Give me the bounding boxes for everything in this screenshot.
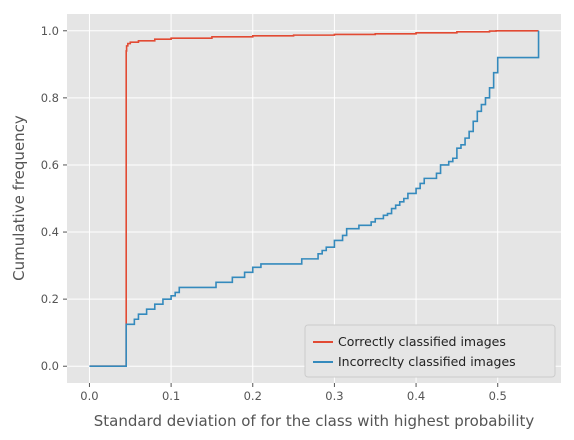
x-tick-label: 0.4 xyxy=(407,389,425,403)
series-lines xyxy=(89,29,540,368)
x-tick-label: 0.2 xyxy=(244,389,262,403)
x-tick-label: 0.3 xyxy=(325,389,343,403)
y-tick-label: 0.0 xyxy=(41,359,59,373)
x-axis-ticks: 0.0 0.1 0.2 0.3 0.4 0.5 xyxy=(80,383,507,403)
x-axis-label: Standard deviation of for the class with… xyxy=(94,412,535,430)
y-tick-label: 1.0 xyxy=(41,24,59,38)
plot-area-background xyxy=(67,14,561,383)
y-axis-ticks: 0.0 0.2 0.4 0.6 0.8 1.0 xyxy=(41,24,67,373)
legend-label-incorrect: Incorreclty classified images xyxy=(338,354,516,369)
y-tick-label: 0.6 xyxy=(41,158,59,172)
grid-lines xyxy=(67,14,561,383)
x-tick-label: 0.1 xyxy=(162,389,180,403)
y-tick-label: 0.2 xyxy=(41,292,59,306)
series-line-incorrect xyxy=(89,30,540,368)
y-axis-label: Cumulative frequency xyxy=(10,115,28,281)
series-line-correct xyxy=(89,29,539,368)
x-tick-label: 0.5 xyxy=(489,389,507,403)
legend-box xyxy=(304,324,556,378)
legend: Correctly classified images Incorreclty … xyxy=(304,324,556,378)
y-tick-label: 0.8 xyxy=(41,91,59,105)
x-tick-label: 0.0 xyxy=(80,389,98,403)
y-tick-label: 0.4 xyxy=(41,225,59,239)
legend-label-correct: Correctly classified images xyxy=(338,334,506,349)
